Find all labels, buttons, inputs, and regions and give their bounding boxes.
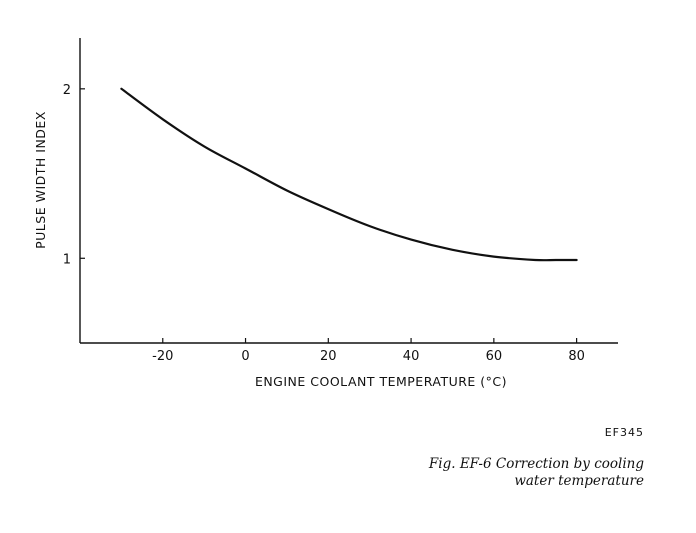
ticks: -20 0 20 40 60 80 1 2 [63, 83, 585, 364]
x-tick-label: -20 [152, 349, 173, 364]
x-tick-label: 60 [486, 349, 503, 364]
y-tick-label: 2 [63, 83, 71, 98]
x-tick-label: 20 [320, 349, 337, 364]
y-axis-label: PULSE WIDTH INDEX [33, 111, 48, 249]
data-series [120, 87, 578, 262]
x-tick-label: 0 [241, 349, 249, 364]
caption-line-2: water temperature [514, 473, 644, 489]
series-line [120, 87, 578, 262]
x-tick-label: 40 [403, 349, 420, 364]
caption-line-1: Fig. EF-6 Correction by cooling [428, 456, 644, 472]
axes [79, 38, 618, 344]
figure-code: EF345 [604, 426, 644, 439]
x-tick-label: 80 [568, 349, 585, 364]
y-tick-label: 1 [63, 252, 71, 267]
figure-caption: Fig. EF-6 Correction by cooling water te… [384, 456, 644, 490]
x-axis-label: ENGINE COOLANT TEMPERATURE (°C) [255, 374, 507, 389]
